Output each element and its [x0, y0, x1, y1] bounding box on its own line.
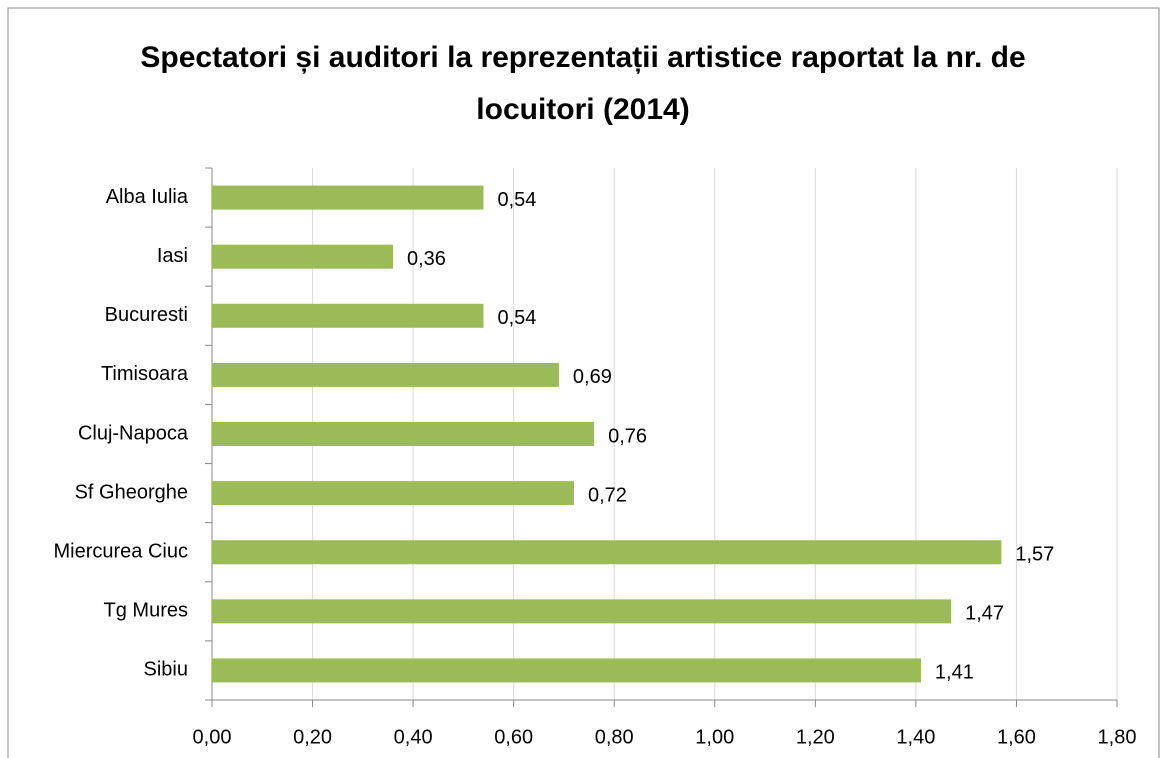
x-tick-label: 1,40 — [896, 726, 935, 748]
bar — [212, 481, 574, 506]
chart-border — [7, 7, 1160, 758]
value-label: 1,57 — [1015, 544, 1054, 566]
bar — [212, 422, 595, 446]
x-tick-label: 1,00 — [695, 726, 734, 748]
bar — [212, 244, 393, 269]
x-tick-label: 0,00 — [193, 726, 232, 748]
y-tick-label: Bucuresti — [105, 304, 188, 326]
value-label: 1,41 — [935, 662, 974, 684]
bar — [212, 540, 1002, 565]
value-label: 0,36 — [407, 248, 446, 270]
y-tick-label: Miercurea Ciuc — [54, 541, 188, 563]
x-tick-label: 0,60 — [494, 726, 533, 748]
value-label: 1,47 — [965, 603, 1004, 625]
value-label: 0,76 — [608, 425, 647, 447]
bar — [212, 303, 484, 328]
x-tick-label: 0,80 — [595, 726, 634, 748]
y-tick-label: Sf Gheorghe — [75, 481, 188, 503]
value-label: 0,54 — [498, 307, 537, 329]
x-tick-label: 1,80 — [1098, 726, 1137, 748]
value-label: 0,54 — [498, 189, 537, 211]
x-tick-label: 1,60 — [997, 726, 1036, 748]
x-tick-label: 0,40 — [394, 726, 433, 748]
bar — [212, 658, 921, 683]
value-label: 0,69 — [573, 366, 612, 388]
y-tick-label: Alba Iulia — [106, 186, 189, 208]
x-tick-label: 1,20 — [796, 726, 835, 748]
x-tick-label: 0,20 — [293, 726, 332, 748]
bar — [212, 185, 484, 210]
y-tick-label: Timisoara — [101, 363, 189, 385]
bar — [212, 362, 559, 387]
bar — [212, 599, 952, 624]
y-tick-label: Cluj-Napoca — [78, 422, 189, 444]
value-label: 0,72 — [588, 484, 627, 506]
y-tick-label: Iasi — [157, 245, 188, 267]
y-tick-label: Tg Mures — [104, 600, 188, 622]
y-tick-label: Sibiu — [144, 659, 188, 681]
chart-title: Spectatori și auditori la reprezentații … — [140, 41, 1026, 126]
